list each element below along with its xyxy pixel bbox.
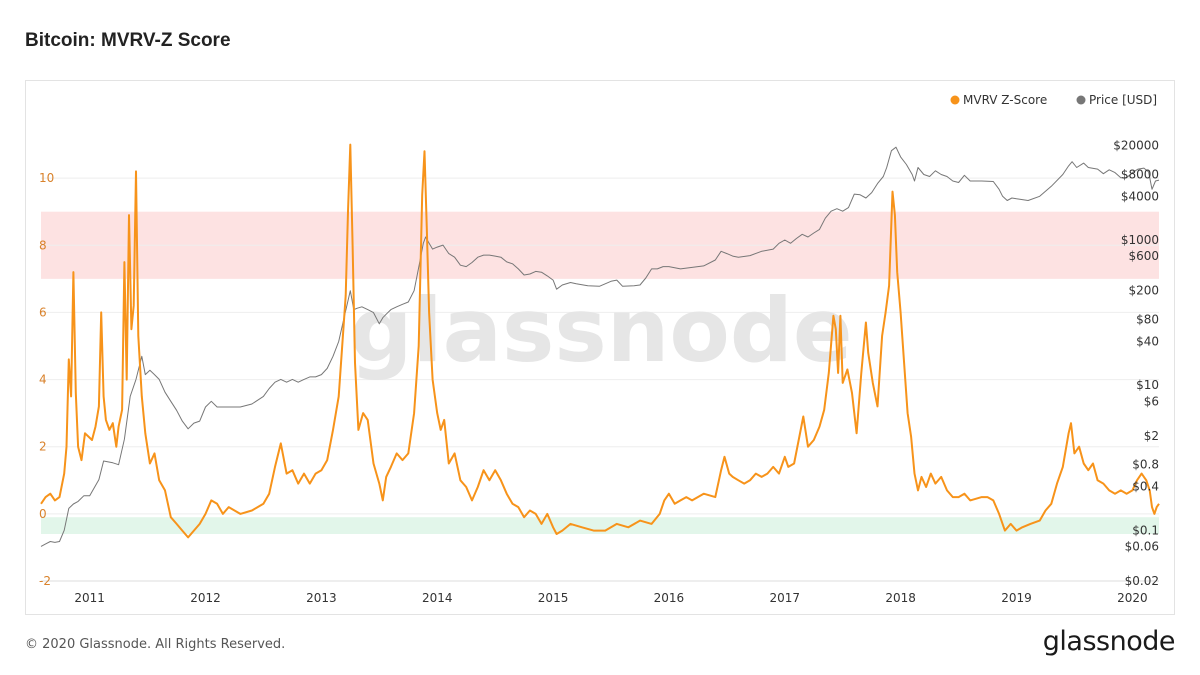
x-tick-label: 2015 [538, 591, 569, 605]
price-line [40, 146, 1160, 547]
right-tick-label: $0.02 [1125, 574, 1159, 588]
x-tick-label: 2011 [74, 591, 105, 605]
right-tick-label: $6 [1144, 394, 1159, 408]
right-tick-label: $10 [1136, 378, 1159, 392]
right-tick-label: $20000 [1113, 139, 1159, 153]
x-tick-label: 2017 [770, 591, 801, 605]
left-tick-label: -2 [39, 574, 51, 588]
chart-frame: glassnode -2 0 2 4 6 8 10 $0.02 $0.06 $0.1 $0.4 $0… [25, 80, 1175, 615]
legend-price-swatch [1076, 95, 1086, 105]
legend-mvrv-label: MVRV Z-Score [963, 93, 1047, 107]
left-axis: -2 0 2 4 6 8 10 [39, 171, 54, 588]
left-tick-label: 8 [39, 238, 47, 252]
left-tick-label: 0 [39, 507, 47, 521]
right-tick-label: $4000 [1121, 189, 1159, 203]
left-tick-label: 4 [39, 373, 47, 387]
x-tick-label: 2013 [306, 591, 337, 605]
right-axis: $0.02 $0.06 $0.1 $0.4 $0.8 $2 $6 $10 $40 $80 $200 $… [1113, 139, 1159, 588]
watermark: glassnode [349, 279, 852, 382]
gridlines [41, 177, 1159, 582]
right-tick-label: $1000 [1121, 233, 1159, 247]
right-tick-label: $0.06 [1125, 539, 1159, 553]
glassnode-logo[interactable]: glassnode [1042, 626, 1176, 657]
x-tick-label: 2014 [422, 591, 453, 605]
x-tick-label: 2020 [1117, 591, 1148, 605]
left-tick-label: 10 [39, 171, 54, 185]
x-tick-label: 2018 [885, 591, 916, 605]
price-series [40, 146, 1160, 547]
x-axis: 2011 2012 2013 2014 2015 2016 2017 2018 2019 2020 [74, 591, 1147, 605]
right-tick-label: $600 [1128, 249, 1159, 263]
zone-undervalued [41, 517, 1159, 534]
mvrv-line [40, 143, 1160, 539]
legend[interactable]: MVRV Z-Score Price [USD] [950, 93, 1158, 107]
right-tick-label: $0.4 [1132, 480, 1159, 494]
legend-mvrv-swatch [950, 95, 960, 105]
left-tick-label: 6 [39, 305, 47, 319]
chart-title: Bitcoin: MVRV-Z Score [25, 30, 231, 51]
mvrv-series [40, 143, 1160, 539]
legend-item-mvrv[interactable]: MVRV Z-Score [950, 93, 1048, 107]
right-tick-label: $80 [1136, 313, 1159, 327]
right-tick-label: $200 [1128, 284, 1159, 298]
copyright-text: © 2020 Glassnode. All Rights Reserved. [25, 637, 286, 652]
right-tick-label: $0.8 [1132, 458, 1159, 472]
legend-price-label: Price [USD] [1089, 93, 1157, 107]
left-tick-label: 2 [39, 440, 47, 454]
right-tick-label: $0.1 [1132, 523, 1159, 537]
legend-item-price[interactable]: Price [USD] [1076, 93, 1158, 107]
right-tick-label: $8000 [1121, 167, 1159, 181]
right-tick-label: $40 [1136, 334, 1159, 348]
x-tick-label: 2019 [1001, 591, 1032, 605]
x-tick-label: 2012 [190, 591, 221, 605]
right-tick-label: $2 [1144, 429, 1159, 443]
x-tick-label: 2016 [654, 591, 685, 605]
